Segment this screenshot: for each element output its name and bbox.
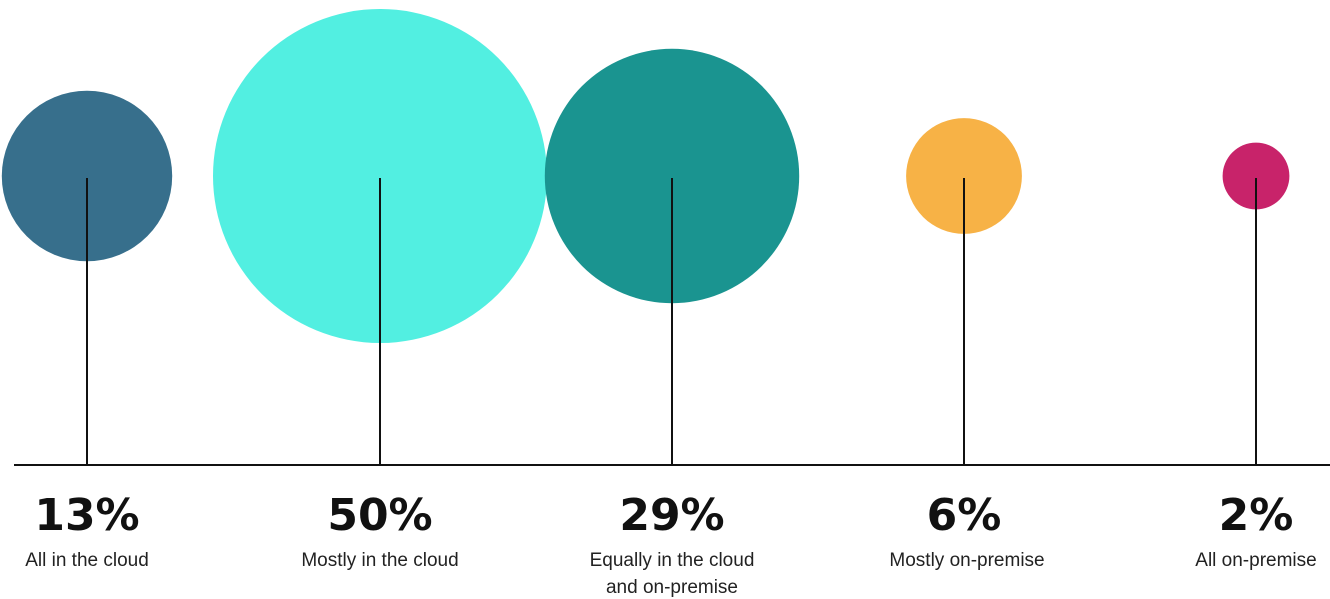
category-label-3-line-1: Equally in the cloud [590, 550, 755, 571]
value-label-4: 6% [927, 490, 1002, 541]
bubble-group-2: 50% Mostly in the cloud [213, 9, 547, 571]
bubble-group-5: 2% All on-premise [1195, 142, 1317, 571]
bubble-2 [213, 9, 547, 343]
chart-marks: 13% All in the cloud 50% Mostly in the clou… [1, 9, 1317, 598]
value-label-1: 13% [34, 490, 139, 541]
bubble-group-1: 13% All in the cloud [1, 90, 173, 571]
category-label-5: All on-premise [1195, 550, 1316, 571]
category-label-2: Mostly in the cloud [301, 550, 458, 571]
value-label-3: 29% [619, 490, 724, 541]
category-label-3-line-2: and on-premise [606, 577, 738, 598]
value-label-2: 50% [327, 490, 432, 541]
category-label-1: All in the cloud [25, 550, 149, 571]
bubble-1 [1, 90, 173, 262]
category-label-4: Mostly on-premise [889, 550, 1044, 571]
bubble-4 [906, 118, 1022, 234]
value-label-5: 2% [1219, 490, 1294, 541]
bubble-5 [1222, 142, 1290, 210]
bubble-group-3: 29% Equally in the cloud and on-premise [544, 48, 800, 598]
bubble-3 [544, 48, 800, 304]
bubble-group-4: 6% Mostly on-premise [889, 118, 1045, 571]
